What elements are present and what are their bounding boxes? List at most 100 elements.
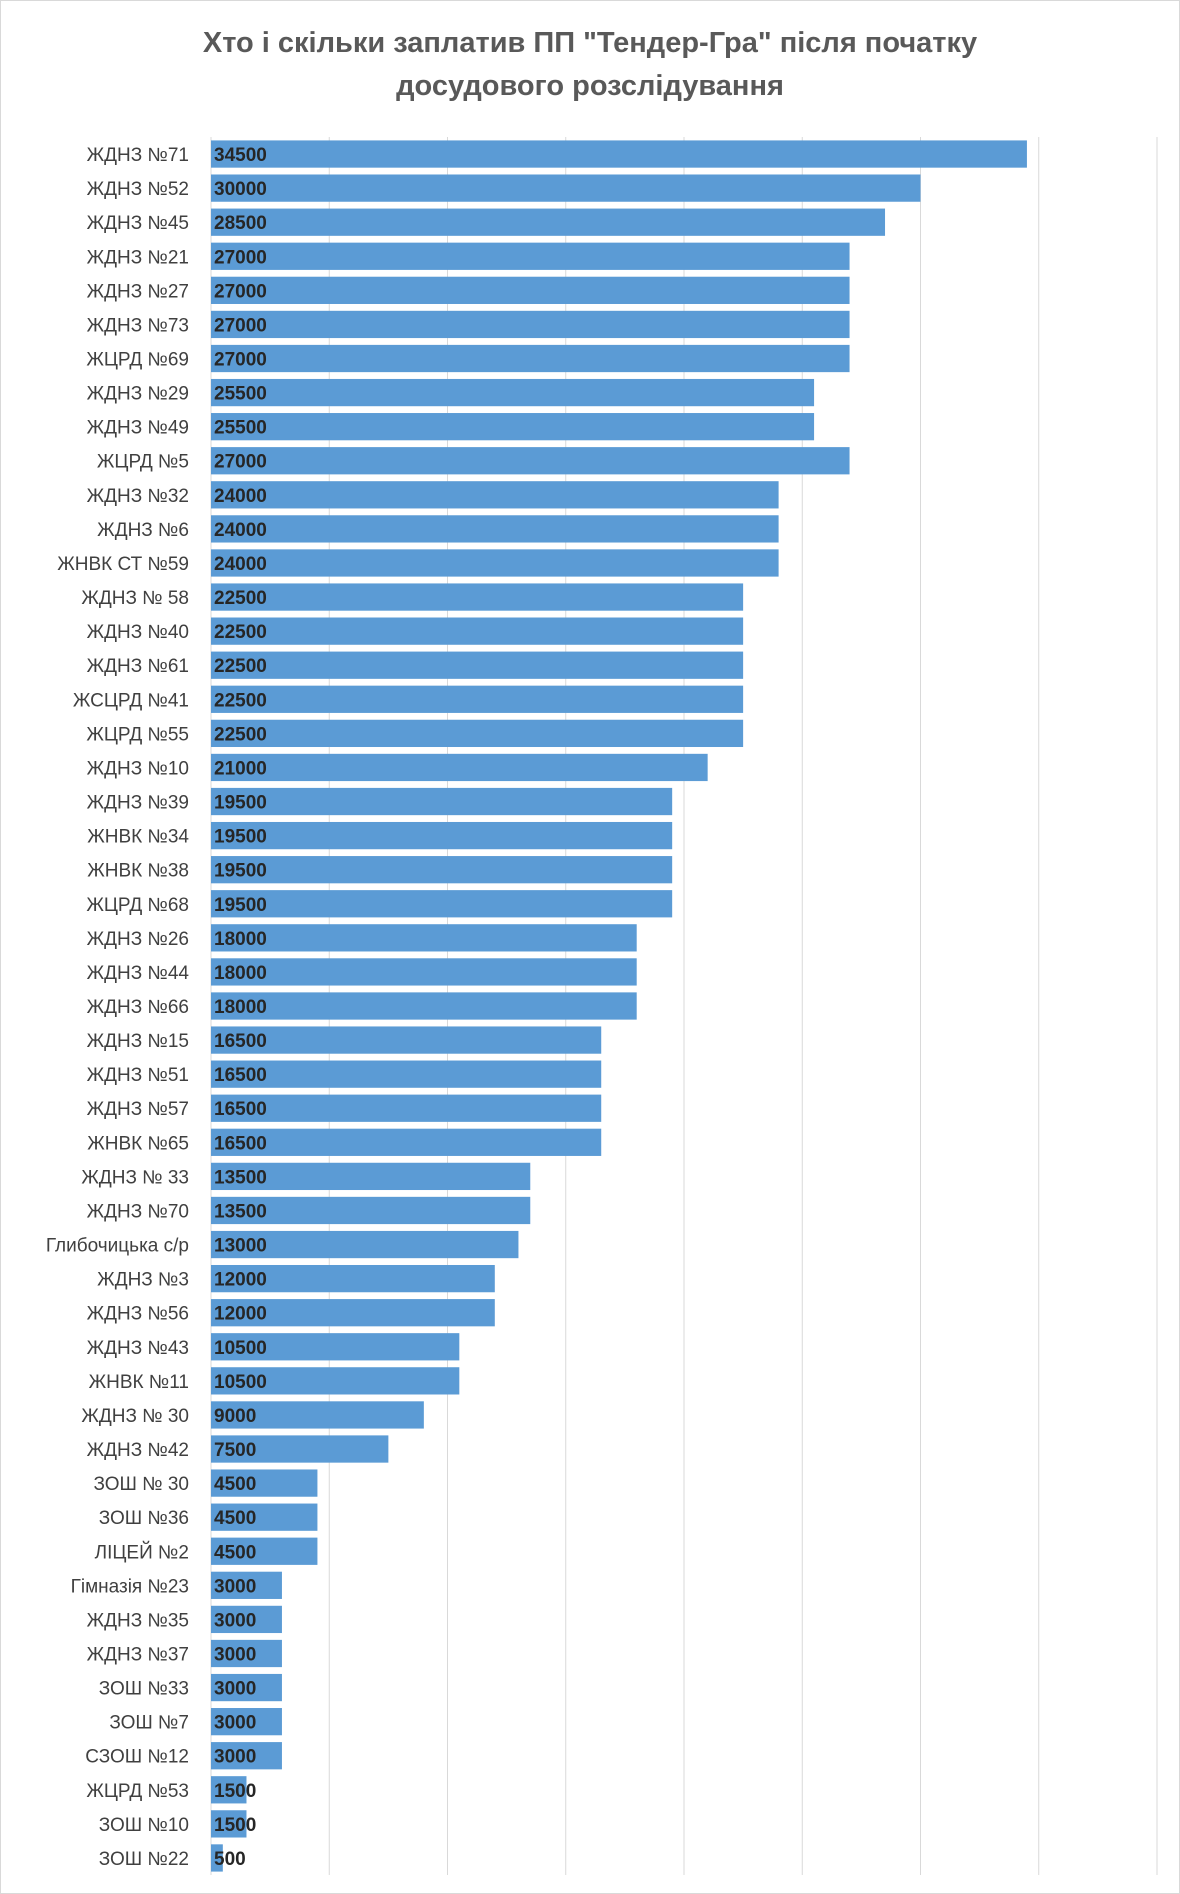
category-label-3: ЖДНЗ №45 — [87, 213, 189, 234]
value-label-45: 3000 — [214, 1644, 256, 1665]
value-label-12: 24000 — [214, 520, 267, 541]
value-label-29: 16500 — [214, 1099, 267, 1120]
category-label-18: ЖЦРД №55 — [86, 724, 189, 745]
category-label-22: ЖНВК №38 — [87, 861, 189, 882]
bar-5 — [211, 276, 850, 304]
category-label-31: ЖДНЗ № 33 — [81, 1167, 189, 1188]
bar-37 — [211, 1367, 460, 1395]
bar-45 — [211, 1639, 282, 1668]
value-label-50: 1500 — [214, 1815, 256, 1836]
bar-46 — [211, 1673, 282, 1702]
chart-title-line-2: досудового розслідування — [396, 70, 784, 102]
bar-20 — [211, 787, 673, 816]
bar-33 — [211, 1230, 519, 1259]
bar-43 — [211, 1571, 282, 1599]
category-labels: ЖДНЗ №71 ЖДНЗ №52 ЖДНЗ №45 ЖДНЗ №21 ЖДНЗ №27… — [46, 145, 190, 1870]
bar-6 — [211, 310, 850, 339]
category-label-11: ЖДНЗ №32 — [87, 486, 189, 507]
bar-26 — [211, 992, 637, 1020]
bar-11 — [211, 481, 779, 509]
category-label-6: ЖДНЗ №73 — [87, 315, 189, 336]
bar-50 — [211, 1810, 247, 1838]
bar-49 — [211, 1776, 247, 1804]
value-label-3: 28500 — [214, 213, 267, 234]
category-label-51: ЗОШ №22 — [99, 1849, 189, 1870]
category-label-42: ЛІЦЕЙ №2 — [95, 1541, 189, 1563]
value-label-35: 12000 — [214, 1304, 267, 1325]
value-label-26: 18000 — [214, 997, 267, 1018]
bar-25 — [211, 958, 637, 986]
value-label-49: 1500 — [214, 1781, 256, 1802]
value-label-1: 34500 — [214, 145, 267, 166]
category-label-34: ЖДНЗ №3 — [97, 1270, 189, 1291]
category-label-17: ЖСЦРД №41 — [73, 690, 189, 711]
category-label-49: ЖЦРД №53 — [86, 1781, 189, 1802]
bars — [211, 140, 1027, 1872]
value-label-5: 27000 — [214, 281, 267, 302]
bar-17 — [211, 685, 744, 713]
category-label-7: ЖЦРД №69 — [86, 350, 189, 371]
bar-24 — [211, 924, 637, 952]
category-label-35: ЖДНЗ №56 — [87, 1304, 189, 1325]
bar-18 — [211, 719, 744, 748]
category-label-41: ЗОШ №36 — [99, 1508, 189, 1529]
bar-22 — [211, 856, 673, 884]
value-label-33: 13000 — [214, 1236, 267, 1257]
category-label-48: СЗОШ №12 — [85, 1747, 189, 1768]
category-label-43: Гімназія №23 — [71, 1576, 189, 1597]
category-label-4: ЖДНЗ №21 — [87, 247, 189, 268]
bar-14 — [211, 583, 744, 611]
value-label-48: 3000 — [214, 1747, 256, 1768]
value-label-10: 27000 — [214, 452, 267, 473]
bar-2 — [211, 174, 921, 202]
chart-title-line-1: Хто і скільки заплатив ПП "Тендер-Гра" п… — [203, 27, 977, 59]
bar-8 — [211, 378, 815, 407]
value-label-27: 16500 — [214, 1031, 267, 1052]
bar-36 — [211, 1333, 460, 1361]
category-label-20: ЖДНЗ №39 — [87, 793, 189, 814]
value-label-6: 27000 — [214, 315, 267, 336]
value-label-39: 7500 — [214, 1440, 256, 1461]
value-label-2: 30000 — [214, 179, 267, 200]
bar-7 — [211, 344, 850, 373]
value-label-24: 18000 — [214, 929, 267, 950]
bar-13 — [211, 549, 779, 577]
bar-44 — [211, 1605, 282, 1634]
category-label-45: ЖДНЗ №37 — [87, 1644, 189, 1665]
category-label-25: ЖДНЗ №44 — [87, 963, 190, 984]
bar-51 — [211, 1844, 223, 1872]
value-label-20: 19500 — [214, 793, 267, 814]
bar-42 — [211, 1537, 318, 1565]
category-label-39: ЖДНЗ №42 — [87, 1440, 189, 1461]
category-label-37: ЖНВК №11 — [89, 1372, 189, 1393]
category-label-46: ЗОШ №33 — [99, 1679, 189, 1700]
category-label-15: ЖДНЗ №40 — [87, 622, 189, 643]
value-label-44: 3000 — [214, 1610, 256, 1631]
value-label-8: 25500 — [214, 384, 267, 405]
value-label-11: 24000 — [214, 486, 267, 507]
value-label-46: 3000 — [214, 1679, 256, 1700]
value-label-41: 4500 — [214, 1508, 256, 1529]
value-label-13: 24000 — [214, 554, 267, 575]
value-label-17: 22500 — [214, 690, 267, 711]
value-label-31: 13500 — [214, 1167, 267, 1188]
bar-39 — [211, 1435, 389, 1463]
category-label-12: ЖДНЗ №6 — [97, 520, 189, 541]
value-label-7: 27000 — [214, 350, 267, 371]
category-label-10: ЖЦРД №5 — [97, 452, 189, 473]
category-label-29: ЖДНЗ №57 — [87, 1099, 189, 1120]
value-label-28: 16500 — [214, 1065, 267, 1086]
category-label-19: ЖДНЗ №10 — [87, 758, 189, 779]
value-label-40: 4500 — [214, 1474, 256, 1495]
category-label-30: ЖНВК №65 — [87, 1133, 189, 1154]
category-label-40: ЗОШ № 30 — [93, 1474, 189, 1495]
bar-47 — [211, 1708, 282, 1736]
category-label-9: ЖДНЗ №49 — [87, 418, 189, 439]
category-label-8: ЖДНЗ №29 — [87, 384, 189, 405]
bar-10 — [211, 447, 850, 475]
bar-28 — [211, 1060, 602, 1088]
bar-41 — [211, 1503, 318, 1531]
value-label-9: 25500 — [214, 418, 267, 439]
value-label-4: 27000 — [214, 247, 267, 268]
bar-23 — [211, 890, 673, 918]
